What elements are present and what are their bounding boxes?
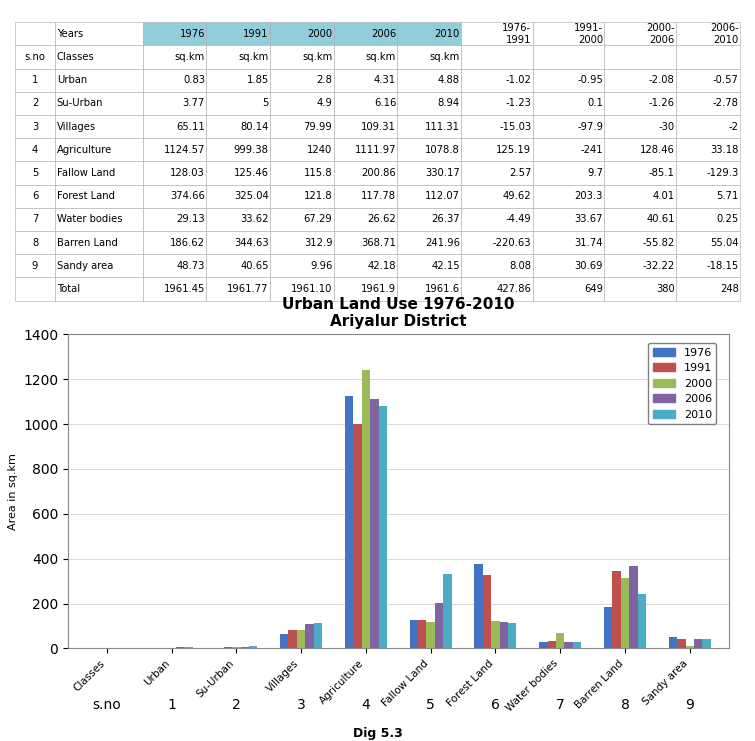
Bar <box>492 621 500 648</box>
Bar <box>297 631 305 648</box>
Bar <box>249 646 257 648</box>
Bar <box>362 370 370 648</box>
Legend: 1976, 1991, 2000, 2006, 2010: 1976, 1991, 2000, 2006, 2010 <box>648 343 716 425</box>
Title: Urban Land Use 1976-2010
Ariyalur District: Urban Land Use 1976-2010 Ariyalur Distri… <box>282 296 514 329</box>
Bar <box>314 623 322 648</box>
Bar <box>370 399 378 648</box>
Bar <box>677 639 686 648</box>
Y-axis label: Area in sq.km: Area in sq.km <box>8 453 17 530</box>
Bar <box>378 407 387 648</box>
Bar <box>288 631 297 648</box>
Bar <box>241 647 249 648</box>
Bar <box>669 637 677 648</box>
Bar <box>345 396 353 648</box>
Bar <box>474 565 482 648</box>
Bar <box>280 634 288 648</box>
Bar <box>686 646 694 648</box>
Bar <box>418 620 427 648</box>
Bar <box>500 622 508 648</box>
Bar <box>482 576 492 648</box>
Bar <box>539 642 547 648</box>
Bar <box>702 639 710 648</box>
Bar <box>353 425 362 648</box>
Bar <box>637 594 646 648</box>
Bar <box>565 642 573 648</box>
Bar <box>604 607 612 648</box>
Bar <box>410 619 418 648</box>
Bar <box>621 578 629 648</box>
Bar <box>427 622 435 648</box>
Text: Dig 5.3: Dig 5.3 <box>353 728 402 740</box>
Bar <box>305 624 314 648</box>
Bar <box>556 634 565 648</box>
Bar <box>573 642 581 648</box>
Bar <box>435 603 443 648</box>
Bar <box>223 647 232 648</box>
Bar <box>547 641 556 648</box>
Bar <box>694 639 702 648</box>
Bar <box>629 565 637 648</box>
Bar <box>443 574 451 648</box>
Bar <box>612 571 621 648</box>
Bar <box>508 623 516 648</box>
